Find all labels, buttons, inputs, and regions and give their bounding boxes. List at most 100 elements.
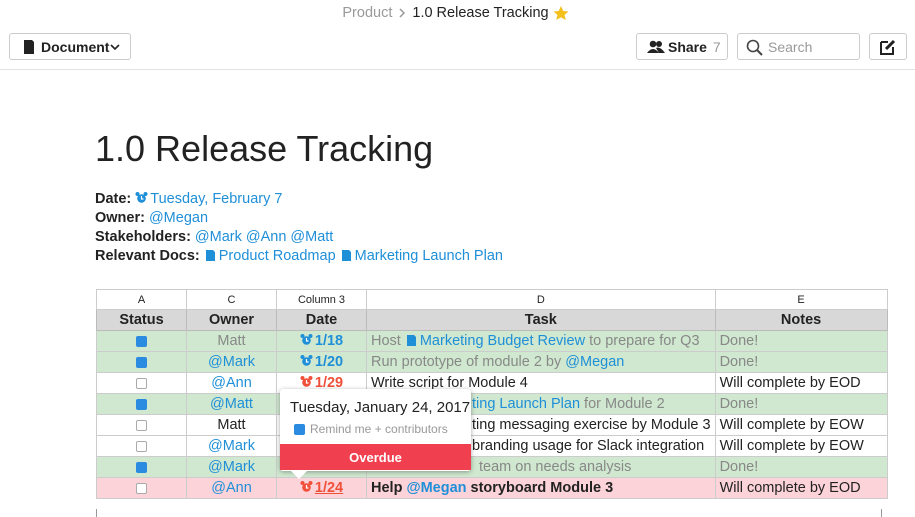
owner[interactable]: @Matt (210, 396, 253, 412)
breadcrumb-link[interactable]: Product (342, 5, 393, 21)
task-text: Run prototype of module 2 by (371, 354, 566, 370)
compose-button[interactable] (869, 33, 907, 60)
task-cell: Help @Megan storyboard Module 3 (366, 477, 716, 499)
checkbox[interactable] (136, 440, 147, 452)
meta-item[interactable]: @Megan (149, 210, 208, 226)
search-icon (746, 39, 763, 56)
owner[interactable]: @Ann (211, 480, 252, 496)
column-header: Owner (186, 309, 277, 331)
doc-icon (24, 39, 34, 54)
alarm-icon (300, 334, 313, 345)
owner: Matt (217, 333, 246, 349)
popup-pointer (290, 470, 308, 479)
compose-icon (880, 39, 896, 55)
column-header: Notes (714, 309, 888, 331)
breadcrumb-current: 1.0 Release Tracking (412, 5, 549, 21)
column-letter: Column 3 (276, 289, 367, 310)
status-cell (96, 477, 187, 499)
task-doc[interactable]: Marketing Budget Review (405, 333, 585, 349)
meta-item[interactable]: Product Roadmap (204, 248, 336, 264)
document-button[interactable]: Document (9, 33, 131, 60)
task-text: @Megan (565, 354, 625, 370)
meta-line: Relevant Docs: Product Roadmap Marketing L… (95, 248, 503, 264)
share-button[interactable]: Share 7 (636, 33, 728, 60)
owner-cell: Matt (186, 414, 277, 436)
owner[interactable]: @Mark (208, 354, 255, 370)
checkbox[interactable] (294, 423, 305, 435)
notes-cell: Done! (714, 330, 888, 352)
column-letter: C (186, 289, 277, 310)
owner-cell: @Matt (186, 393, 277, 415)
checkbox[interactable] (136, 461, 147, 473)
meta-item[interactable]: Marketing Launch Plan (340, 248, 503, 264)
mention-text: @Matt (290, 229, 334, 245)
table-continuation (96, 509, 882, 517)
owner[interactable]: @Mark (208, 438, 255, 454)
date-text: 1/20 (314, 354, 344, 370)
doc-icon (406, 335, 416, 346)
date[interactable]: 1/24 (300, 480, 343, 496)
search-box[interactable]: Search (737, 33, 860, 60)
owner[interactable]: @Ann (211, 375, 252, 391)
status-bar: Overdue (280, 444, 471, 470)
meta-item[interactable]: Tuesday, February 7 (135, 191, 282, 207)
table-row: @Mark 1/20 Run prototype of module 2 by @M… (96, 351, 888, 373)
task-text: team on needs analysis (479, 459, 632, 475)
column-letter: A (96, 289, 187, 310)
date[interactable]: 1/18 (300, 333, 343, 349)
task-text: ting messaging exercise by Module 3 (472, 417, 711, 433)
date[interactable]: 1/29 (300, 375, 343, 391)
doc-text: Marketing Launch Plan (354, 248, 503, 264)
task-text: branding usage for Slack integration (472, 438, 705, 454)
date[interactable]: 1/20 (300, 354, 343, 370)
status-cell (96, 456, 187, 478)
task-text: team on needs analysis (479, 459, 631, 475)
table-row: Matt 1/18 Host Marketing Budget Review to … (96, 330, 888, 352)
status-cell (96, 414, 187, 436)
checkbox[interactable] (136, 482, 147, 494)
date-text: Tuesday, February 7 (150, 191, 283, 207)
doc-icon (205, 250, 215, 261)
doc-icon (341, 250, 351, 261)
column-header: Date (276, 309, 367, 331)
task-text: storyboard Module 3 (467, 480, 614, 496)
table-row: @Mark branding usage for Slack integratio… (96, 435, 888, 457)
meta-item[interactable]: @Mark (195, 229, 242, 245)
task-text: Help (371, 480, 406, 496)
checkbox[interactable] (136, 356, 147, 368)
task-text: Help (371, 480, 407, 496)
owner-cell: @Mark (186, 456, 277, 478)
task-mention[interactable]: @Megan (406, 480, 466, 496)
task-text: ting messaging exercise by Module 3 (472, 417, 711, 433)
task-mention[interactable]: @Megan (565, 354, 624, 370)
table-row: @Mark team on needs analysis Done! (96, 456, 888, 478)
meta-line: Date: Tuesday, February 7 (95, 191, 282, 207)
task-text: to prepare for Q3 (585, 333, 700, 349)
date-cell: 1/18 (276, 330, 367, 352)
checkbox[interactable] (136, 377, 147, 389)
meta-label: Stakeholders: (95, 229, 191, 245)
date-text: 1/24 (314, 480, 344, 496)
owner[interactable]: @Mark (208, 459, 255, 475)
owner-cell: @Mark (186, 351, 277, 373)
meta-item[interactable]: @Ann (246, 229, 287, 245)
checkbox[interactable] (136, 398, 147, 410)
task-text: storyboard Module 3 (466, 480, 614, 496)
table: A C Column 3 D E Status Owner Date Task Notes Matt… (96, 289, 888, 499)
task-text: Write script for Module 4 (371, 375, 528, 391)
table-row: @Ann 1/29 Write script for Module 4 Will co… (96, 372, 888, 394)
task-link[interactable]: ting Launch Plan (472, 396, 580, 412)
popup-remind[interactable]: Remind me + contributors (294, 422, 448, 436)
task-text: Host (371, 333, 405, 349)
date-text: 1/18 (314, 333, 344, 349)
task-text: to prepare for Q3 (585, 333, 699, 349)
checkbox[interactable] (136, 419, 147, 431)
star[interactable] (549, 5, 573, 21)
divider (0, 69, 915, 70)
column-header: Status (96, 309, 187, 331)
meta-item[interactable]: @Matt (290, 229, 333, 245)
checkbox[interactable] (136, 335, 147, 347)
